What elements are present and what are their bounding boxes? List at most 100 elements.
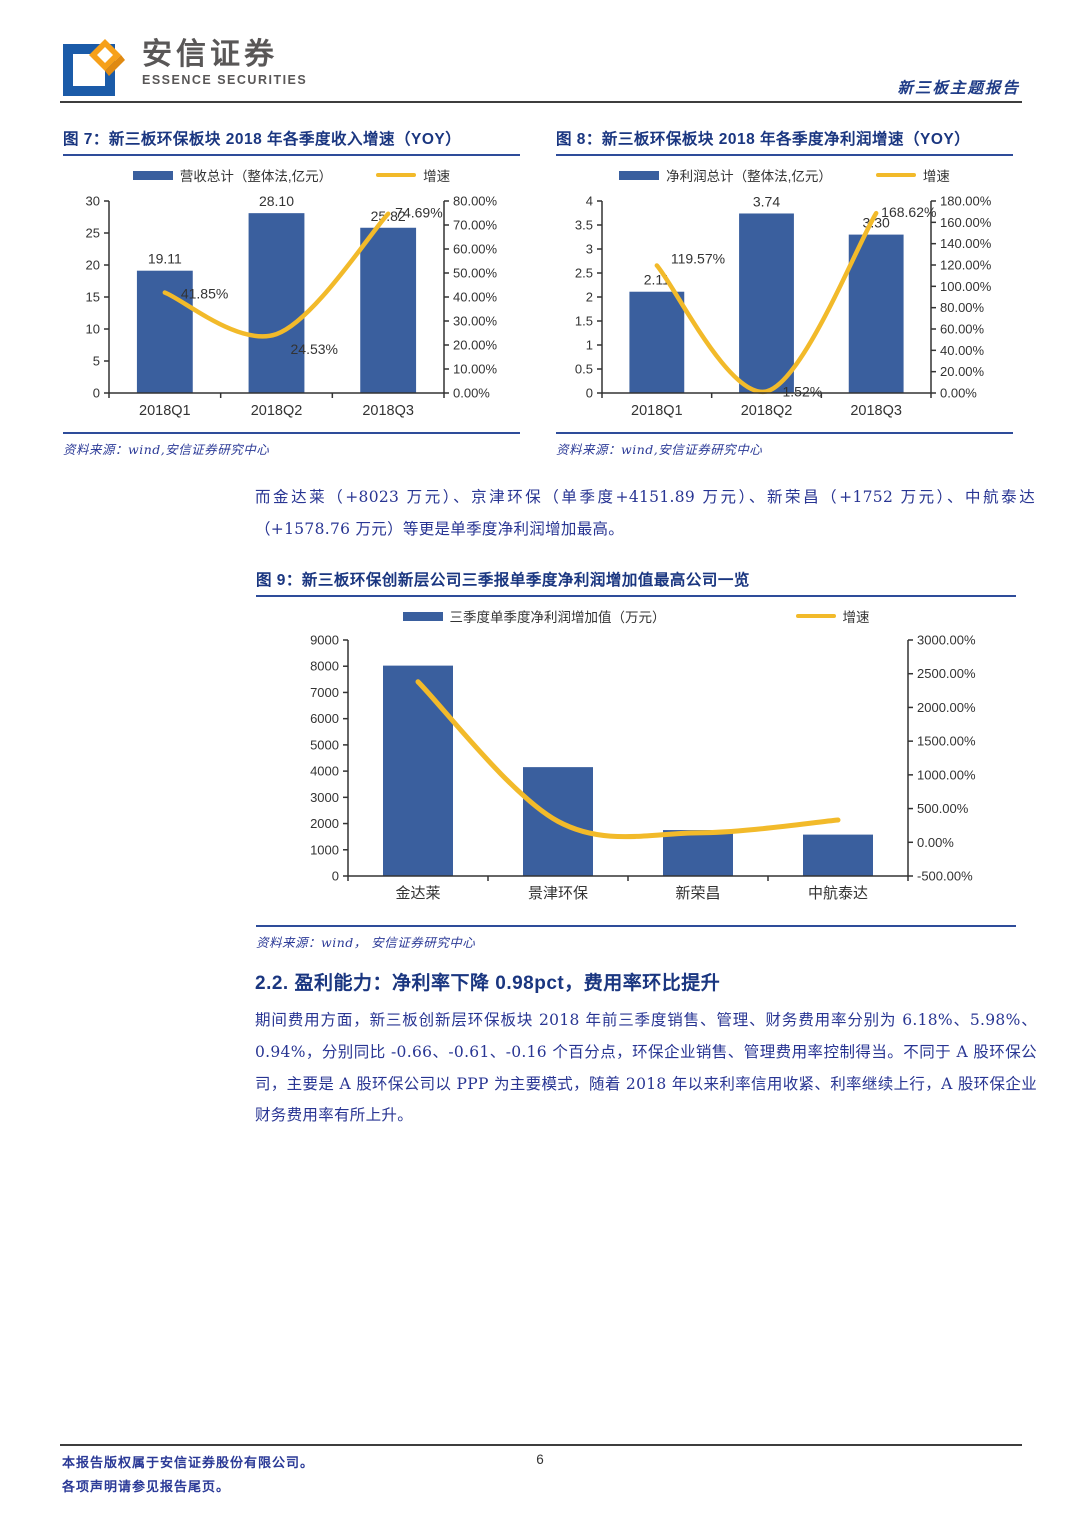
svg-text:9000: 9000 [310,633,339,648]
figure8-chart-canvas: 2.11 3.74 3.30 119.57% 1.52% 168.62% 0 0.5 1 1.5 2… [556,187,1013,428]
figure-8: 图 8：新三板环保板块 2018 年各季度净利润增速（YOY） 净利润总计（整体… [556,127,1013,458]
svg-text:2: 2 [586,290,593,305]
svg-text:1000.00%: 1000.00% [917,767,976,782]
svg-text:2018Q2: 2018Q2 [741,403,793,419]
svg-text:60.00%: 60.00% [453,242,498,257]
bar-series-label: 三季度单季度净利润增加值（万元） [449,610,666,625]
svg-text:1: 1 [586,338,593,353]
figure7-source: 资料来源：wind,安信证券研究中心 [63,442,270,457]
bar-series-swatch [402,611,443,621]
svg-text:0.5: 0.5 [575,362,593,377]
svg-text:20.00%: 20.00% [940,364,985,379]
svg-text:0.00%: 0.00% [453,386,490,401]
figure8-source-divider [556,432,1013,434]
footer-copyright: 本报告版权属于安信证券股份有限公司。 各项声明请参见报告尾页。 [62,1452,314,1500]
svg-text:15: 15 [86,290,100,305]
figure-9: 图 9：新三板环保创新层公司三季报单季度净利润增加值最高公司一览 三季度单季度净… [256,568,1016,951]
svg-text:2.5: 2.5 [575,266,593,281]
svg-text:2000.00%: 2000.00% [917,700,976,715]
header-divider [60,101,1022,103]
brand-name-cn: 安信证券 [142,38,278,71]
svg-text:4000: 4000 [310,764,339,779]
svg-text:2018Q3: 2018Q3 [850,403,902,419]
svg-text:41.85%: 41.85% [181,286,228,302]
svg-text:24.53%: 24.53% [291,341,338,357]
logo-orange-cube-side [105,55,125,76]
svg-text:5000: 5000 [310,737,339,752]
svg-text:金达莱: 金达莱 [395,885,440,902]
svg-text:0: 0 [93,386,100,401]
figure7-title: 图 7：新三板环保板块 2018 年各季度收入增速（YOY） [63,127,520,156]
line-series-label: 增速 [423,169,451,184]
svg-text:80.00%: 80.00% [453,194,498,209]
figure9-source-divider [256,925,1016,927]
svg-text:1500.00%: 1500.00% [917,734,976,749]
svg-text:2000: 2000 [310,816,339,831]
report-type-label: 新三板主题报告 [897,78,1020,97]
figure9-legend-line-item: 增速 [795,606,870,626]
svg-text:0.00%: 0.00% [917,835,954,850]
section-2-2-body: 期间费用方面，新三板创新层环保板块 2018 年前三季度销售、管理、财务费用率分… [255,1011,1037,1125]
footer-divider [60,1444,1022,1446]
svg-text:5: 5 [93,354,100,369]
footer-copyright-line1: 本报告版权属于安信证券股份有限公司。 [62,1456,315,1471]
logo-cube-hole [97,47,113,63]
bar-series-label: 净利润总计（整体法,亿元） [666,169,832,184]
figure9-source: 资料来源：wind， 安信证券研究中心 [256,935,476,950]
svg-text:-500.00%: -500.00% [917,869,973,884]
svg-text:2018Q1: 2018Q1 [139,403,191,419]
footer-copyright-line2: 各项声明请参见报告尾页。 [62,1480,231,1496]
figure7-legend-line-item: 增速 [376,165,450,185]
svg-text:10: 10 [86,322,100,337]
line-series-swatch [875,173,916,177]
svg-text:40.00%: 40.00% [940,343,985,358]
figure8-title: 图 8：新三板环保板块 2018 年各季度净利润增速（YOY） [556,127,1013,156]
svg-text:1.5: 1.5 [575,314,593,329]
svg-text:20.00%: 20.00% [453,338,498,353]
svg-text:28.10: 28.10 [259,193,294,209]
svg-text:30: 30 [86,194,100,209]
svg-text:10.00%: 10.00% [453,362,498,377]
figure8-legend: 净利润总计（整体法,亿元） 增速 [556,165,1013,185]
figure7-legend: 营收总计（整体法,亿元） 增速 [63,165,520,185]
svg-text:0.00%: 0.00% [940,386,977,401]
svg-text:74.69%: 74.69% [395,205,442,221]
figure9-legend-bar-item: 三季度单季度净利润增加值（万元） [402,606,666,626]
figure7-chart-canvas: 19.11 28.10 25.82 41.85% 24.53% 74.69% 0 5 10 15 2… [63,187,520,428]
figure-7: 图 7：新三板环保板块 2018 年各季度收入增速（YOY） 营收总计（整体法,… [63,127,520,458]
svg-text:120.00%: 120.00% [940,258,992,273]
svg-text:100.00%: 100.00% [940,279,992,294]
page-number: 6 [536,1452,544,1467]
svg-text:1000: 1000 [310,842,339,857]
svg-text:6000: 6000 [310,711,339,726]
svg-text:3: 3 [586,242,593,257]
figure7-source-divider [63,432,520,434]
figure8-legend-bar-item: 净利润总计（整体法,亿元） [619,165,832,185]
svg-text:中航泰达: 中航泰达 [808,885,868,902]
figure7-legend-bar-item: 营收总计（整体法,亿元） [132,165,333,185]
line-series-label: 增速 [922,169,950,184]
figure8-source: 资料来源：wind,安信证券研究中心 [556,442,763,457]
svg-text:168.62%: 168.62% [881,204,936,220]
bar-series-swatch [619,170,660,180]
svg-text:2500.00%: 2500.00% [917,666,976,681]
svg-text:0: 0 [586,386,593,401]
svg-text:180.00%: 180.00% [940,194,992,209]
svg-text:4: 4 [586,194,593,209]
bar-series-label: 营收总计（整体法,亿元） [179,169,333,184]
svg-text:19.11: 19.11 [148,251,182,267]
line-series-swatch [795,614,836,618]
svg-text:40.00%: 40.00% [453,290,498,305]
svg-text:8000: 8000 [310,659,339,674]
svg-text:500.00%: 500.00% [917,801,969,816]
svg-text:50.00%: 50.00% [453,266,498,281]
svg-text:3.74: 3.74 [753,193,780,209]
svg-text:30.00%: 30.00% [453,314,498,329]
svg-text:3000: 3000 [310,790,339,805]
svg-text:3.5: 3.5 [575,218,593,233]
figure9-legend: 三季度单季度净利润增加值（万元） 增速 [256,606,1016,626]
line-series-label: 增速 [842,610,870,625]
svg-text:160.00%: 160.00% [940,215,992,230]
line-series-swatch [376,173,417,177]
